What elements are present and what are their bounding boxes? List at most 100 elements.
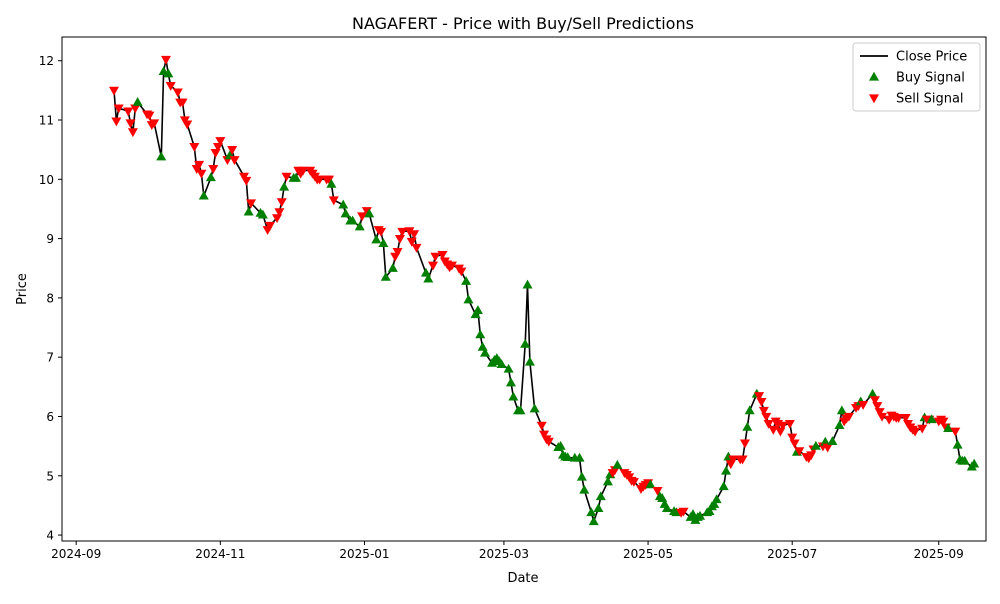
legend-sell-swatch [869, 94, 879, 104]
legend-label: Sell Signal [896, 92, 964, 107]
plot-frame [61, 36, 987, 542]
buy-signal-marker [338, 199, 349, 209]
sell-signal-marker [281, 172, 292, 182]
buy-signal-marker [243, 206, 254, 216]
sell-signal-marker [241, 176, 252, 186]
sell-signal-marker [125, 119, 136, 129]
sell-signal-marker [737, 455, 748, 465]
y-axis: 4 5 6 7 8 9 10 11 12 [39, 54, 62, 543]
y-axis-label: Price [15, 273, 30, 305]
buy-signal-marker [520, 338, 531, 348]
buy-signal-marker [279, 181, 290, 191]
sell-signal-marker [274, 208, 285, 218]
sell-signal-marker [149, 119, 160, 129]
sell-signal-marker [189, 143, 200, 152]
buy-signal-marker [810, 440, 821, 450]
buy-signal-marker [711, 494, 722, 504]
buy-signal-marker [562, 452, 573, 462]
sell-signal-marker [910, 427, 921, 437]
sell-signal-marker [756, 398, 767, 407]
buy-signal-marker [480, 347, 491, 357]
sell-signal-marker [406, 237, 417, 247]
sell-signal-marker [543, 437, 554, 447]
sell-signal-marker [392, 248, 403, 257]
buy-signal-marker [503, 363, 514, 373]
x-tick-label: 2025-01 [339, 547, 389, 561]
sell-signal-marker [229, 156, 240, 165]
buy-signal-marker [588, 516, 599, 526]
y-tick-label: 7 [46, 351, 54, 365]
sell-signal-marker [872, 402, 883, 412]
y-tick-label: 8 [46, 291, 54, 305]
buy-signal-marker [867, 388, 878, 398]
sell-signal-marker [784, 419, 795, 429]
sell-signal-marker [160, 55, 171, 65]
sell-signal-marker [409, 230, 420, 240]
buy-signal-marker [969, 458, 980, 468]
sell-signal-marker [858, 400, 869, 410]
sell-signal-marker [314, 175, 325, 185]
sell-signal-marker [113, 104, 124, 114]
sell-signal-marker [108, 86, 119, 96]
buy-signal-marker [959, 455, 970, 465]
sell-signal-marker [196, 169, 207, 179]
buy-signal-marker [524, 356, 535, 366]
sell-signal-marker [397, 227, 408, 237]
buy-signal-marker [926, 414, 937, 424]
buy-signal-marker [380, 271, 391, 281]
legend-label: Close Price [896, 50, 967, 65]
sell-signal-marker [754, 392, 765, 401]
buy-signal-marker [695, 510, 706, 520]
sell-signal-marker [874, 408, 885, 417]
buy-signal-marker [506, 377, 517, 387]
x-tick-label: 2025-03 [479, 547, 529, 561]
sell-signal-marker [127, 128, 138, 138]
y-tick-label: 5 [46, 469, 54, 483]
buy-signal-marker [661, 503, 672, 513]
buy-signal-marker [579, 484, 590, 494]
buy-signal-marker [461, 276, 472, 285]
sell-signal-marker [652, 486, 663, 496]
buy-signal-marker [515, 405, 526, 415]
sell-signal-marker [869, 396, 880, 406]
sell-signal-marker [900, 414, 911, 423]
buy-signal-marker [378, 238, 389, 247]
x-tick-label: 2025-07 [767, 547, 817, 561]
x-axis: 2024-09 2024-11 2025-01 2025-03 2025-05 2025-… [51, 541, 964, 561]
buy-signal-marker [205, 172, 216, 182]
sell-signal-marker [822, 443, 833, 453]
buy-signal-marker [827, 436, 838, 446]
buy-signal-marker [347, 215, 358, 225]
sell-signal-marker [394, 234, 405, 244]
sell-signal-marker [123, 107, 134, 117]
sell-signal-marker [843, 412, 854, 422]
buy-signal-marker [475, 329, 486, 339]
legend: Close Price Buy Signal Sell Signal [852, 42, 981, 112]
sell-signal-marker [324, 175, 335, 185]
buy-signal-marker [371, 234, 382, 244]
sell-signal-marker [182, 120, 193, 130]
buy-signal-marker [602, 476, 613, 486]
sell-signal-marker [428, 261, 439, 271]
sell-signal-marker [227, 146, 238, 155]
legend-box [852, 42, 981, 112]
sell-signal-marker [728, 455, 739, 465]
sell-signal-marker [411, 243, 422, 253]
buy-signal-marker [364, 208, 375, 218]
y-tick-label: 11 [39, 114, 54, 128]
x-axis-label: Date [507, 571, 538, 586]
buy-signal-marker [163, 68, 174, 78]
buy-signal-marker [586, 507, 597, 517]
buy-signal-marker [354, 221, 365, 231]
sell-signal-marker [758, 406, 769, 416]
buy-signal-marker [742, 421, 753, 431]
sell-signal-marker [437, 250, 448, 260]
sell-signal-marker [328, 196, 339, 206]
buy-signal-marker [709, 499, 720, 508]
sell-signal-marker [938, 417, 949, 427]
buy-signal-marker [423, 273, 434, 283]
y-tick-label: 9 [46, 232, 54, 246]
y-tick-label: 6 [46, 410, 54, 424]
